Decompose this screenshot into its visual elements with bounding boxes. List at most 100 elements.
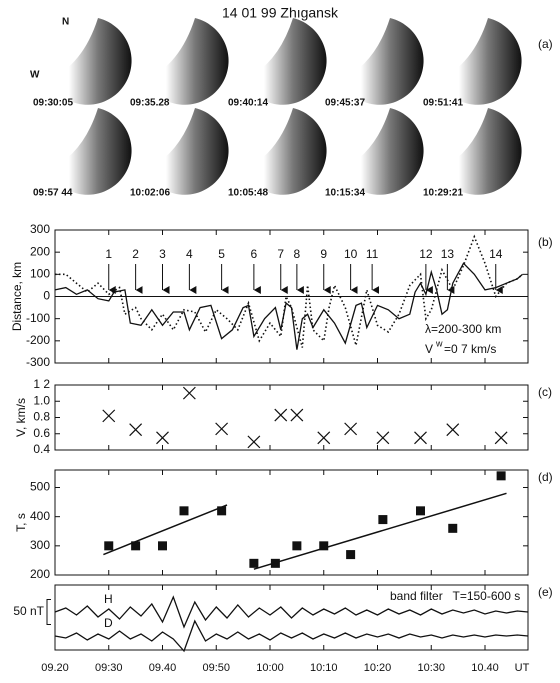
image-time: 10:02:06 [130, 188, 170, 199]
point [292, 541, 301, 550]
sky-image [145, 18, 229, 105]
sky-image [340, 108, 424, 195]
sky-image [48, 18, 132, 105]
x-tick-label: 09:50 [202, 662, 230, 674]
image-time: 09:45:37 [325, 98, 365, 109]
arrow-label: 5 [218, 247, 225, 261]
image-time: 09:35.28 [130, 98, 170, 109]
arrow-label: 7 [277, 247, 284, 261]
point [447, 424, 459, 436]
y-axis-label: T, s [14, 513, 28, 532]
point [183, 387, 195, 399]
y-tick-label: -200 [26, 333, 50, 347]
point [318, 432, 330, 444]
y-tick-label: 300 [30, 222, 50, 236]
arrow-label: 4 [186, 247, 193, 261]
y-tick-label: 1 2 [33, 377, 50, 391]
point [216, 423, 228, 435]
x-tick-label: 10.40 [471, 662, 499, 674]
point [416, 506, 425, 515]
point [497, 471, 506, 480]
image-time: 10:29:21 [423, 188, 463, 199]
image-time: 09:30:05 [33, 98, 73, 109]
arrow-label: 8 [294, 247, 301, 261]
image-time: 09:57 44 [33, 188, 73, 199]
arrow-label: 1 [105, 247, 112, 261]
x-tick-label: 10:10 [310, 662, 338, 674]
y-tick-label: 100 [30, 267, 50, 281]
y-axis-label: Distance, km [10, 262, 24, 331]
arrow-label: 9 [320, 247, 327, 261]
annotation: band filter T=150-600 s [390, 589, 520, 603]
point [448, 524, 457, 533]
series-label: H [104, 592, 113, 606]
point [249, 559, 258, 568]
point [158, 541, 167, 550]
point [291, 409, 303, 421]
sky-image [243, 108, 327, 195]
annotation: =0 7 km/s [444, 342, 496, 356]
point [346, 550, 355, 559]
image-time: 09:51:41 [423, 98, 463, 109]
x-tick-label: 09.20 [41, 662, 69, 674]
sky-image [145, 108, 229, 195]
compass-w: W [30, 70, 40, 81]
scale-bar [47, 600, 51, 625]
image-time: 10:05:48 [228, 188, 268, 199]
panel-label: (b) [538, 235, 553, 249]
y-tick-label: -300 [26, 355, 50, 369]
scale-label: 50 nT [13, 604, 44, 618]
y-tick-label: 0.6 [33, 426, 50, 440]
y-axis-label: V, km/s [14, 398, 28, 437]
y-tick-label: 0.4 [33, 442, 50, 456]
field-line [55, 621, 528, 651]
point [275, 409, 287, 421]
fit-line [254, 493, 507, 569]
y-tick-label: 1.0 [33, 393, 50, 407]
point [495, 432, 507, 444]
compass-n: N [62, 17, 69, 28]
annotation: λ=200-300 km [425, 322, 501, 336]
arrow-label: 13 [441, 247, 455, 261]
series-label: D [104, 616, 113, 630]
y-tick-label: 500 [30, 480, 50, 494]
annotation: w [435, 338, 443, 348]
point [130, 424, 142, 436]
y-tick-label: 400 [30, 509, 50, 523]
x-tick-label: 09.40 [149, 662, 177, 674]
panel-label: (a) [538, 37, 553, 51]
arrow-label: 10 [344, 247, 358, 261]
point [180, 506, 189, 515]
sky-image [243, 18, 327, 105]
point [377, 432, 389, 444]
x-tick-label: 10:00 [256, 662, 284, 674]
sky-image [340, 18, 424, 105]
arrow-label: 14 [489, 247, 503, 261]
x-unit: UT [515, 662, 530, 674]
figure-title: 14 01 99 Zhıgansk [222, 5, 339, 21]
y-tick-label: 200 [30, 244, 50, 258]
sky-image [438, 108, 522, 195]
plot-frame [55, 470, 528, 575]
y-tick-label: 200 [30, 567, 50, 581]
distance-line [55, 263, 523, 349]
y-tick-label: 300 [30, 538, 50, 552]
image-time: 09:40:14 [228, 98, 268, 109]
point [104, 541, 113, 550]
x-tick-label: 09:30 [95, 662, 123, 674]
point [415, 432, 427, 444]
point [103, 410, 115, 422]
sky-image [438, 18, 522, 105]
arrow-label: 2 [132, 247, 139, 261]
y-tick-label: 0 [43, 289, 50, 303]
annotation: V [425, 342, 433, 356]
arrow-label: 3 [159, 247, 166, 261]
sky-image [48, 108, 132, 195]
y-tick-label: -100 [26, 311, 50, 325]
point [345, 423, 357, 435]
point [157, 432, 169, 444]
point [378, 515, 387, 524]
y-tick-label: 0.8 [33, 410, 50, 424]
arrow-label: 11 [366, 247, 379, 261]
plot-frame [55, 385, 528, 450]
